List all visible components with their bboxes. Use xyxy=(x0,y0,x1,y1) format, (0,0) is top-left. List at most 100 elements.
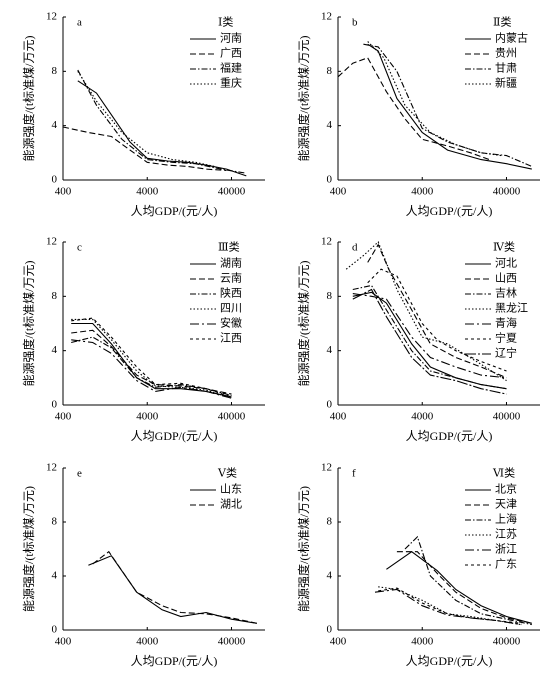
y-tick-label: 0 xyxy=(52,399,58,411)
panel-letter: c xyxy=(77,242,82,254)
y-tick-label: 0 xyxy=(52,624,58,636)
legend-label: 陕西 xyxy=(220,286,242,300)
panel-letter: b xyxy=(352,17,358,29)
x-axis-label: 人均GDP/(元/人) xyxy=(131,654,218,668)
y-tick-label: 4 xyxy=(327,344,333,356)
legend-label: 湖南 xyxy=(220,257,242,270)
x-tick-label: 40000 xyxy=(493,186,521,198)
y-tick-label: 12 xyxy=(321,236,332,248)
x-axis-label: 人均GDP/(元/人) xyxy=(131,429,218,443)
legend-title: Ⅳ类 xyxy=(493,240,515,254)
y-axis-label: 能源强度/(t标准煤/万元) xyxy=(296,36,311,162)
x-tick-label: 40000 xyxy=(218,411,246,423)
legend-label: 辽宁 xyxy=(495,346,517,360)
series-line xyxy=(378,586,522,626)
x-tick-label: 40000 xyxy=(218,636,246,648)
y-tick-label: 8 xyxy=(52,516,58,528)
legend-title: Ⅴ类 xyxy=(217,466,237,480)
x-tick-label: 400 xyxy=(330,186,347,198)
series-line xyxy=(77,80,247,177)
panel-letter: a xyxy=(77,17,82,29)
x-tick-label: 400 xyxy=(330,636,347,648)
series-line xyxy=(374,588,522,626)
legend-label: 河北 xyxy=(495,257,517,270)
y-axis-label: 能源强度/(t标准煤/万元) xyxy=(296,261,311,387)
x-tick-label: 400 xyxy=(55,636,72,648)
legend-label: 山西 xyxy=(495,272,517,285)
legend-label: 山东 xyxy=(220,483,242,496)
legend-title: Ⅰ类 xyxy=(218,15,233,29)
y-tick-label: 8 xyxy=(52,290,58,302)
series-line xyxy=(71,336,232,397)
legend-label: 天津 xyxy=(495,498,517,511)
legend-label: 安徽 xyxy=(220,316,242,330)
y-tick-label: 8 xyxy=(327,516,333,528)
y-tick-label: 4 xyxy=(52,344,58,356)
y-tick-label: 12 xyxy=(321,462,332,474)
y-tick-label: 4 xyxy=(327,119,333,131)
series-line xyxy=(71,317,232,398)
y-axis-label: 能源强度/(t标准煤/万元) xyxy=(21,261,36,387)
series-line xyxy=(352,288,507,395)
series-line xyxy=(71,322,232,398)
legend-label: 重庆 xyxy=(220,76,242,90)
legend-label: 上海 xyxy=(495,512,517,526)
series-line xyxy=(71,329,232,395)
y-tick-label: 12 xyxy=(321,11,332,23)
panel-letter: f xyxy=(352,468,356,480)
y-tick-label: 8 xyxy=(327,65,333,77)
x-tick-label: 400 xyxy=(55,186,72,198)
series-line xyxy=(337,57,490,161)
panel-letter: d xyxy=(352,242,358,254)
legend-title: Ⅱ类 xyxy=(493,15,511,29)
series-line xyxy=(404,535,532,626)
series-line xyxy=(367,41,502,157)
y-tick-label: 12 xyxy=(46,11,57,23)
x-tick-label: 4000 xyxy=(136,186,159,198)
y-tick-label: 0 xyxy=(327,399,333,411)
legend-label: 新疆 xyxy=(495,76,517,90)
y-tick-label: 8 xyxy=(52,65,58,77)
series-line xyxy=(363,43,533,167)
x-tick-label: 4000 xyxy=(411,636,434,648)
series-line xyxy=(367,268,507,372)
series-line xyxy=(62,126,227,172)
legend-label: 吉林 xyxy=(495,286,517,300)
y-axis-label: 能源强度/(t标准煤/万元) xyxy=(21,486,36,612)
legend-label: 广东 xyxy=(495,558,517,571)
x-tick-label: 40000 xyxy=(218,186,246,198)
series-line xyxy=(71,339,232,399)
legend-label: 四川 xyxy=(220,303,242,315)
legend-label: 北京 xyxy=(495,482,517,496)
y-tick-label: 4 xyxy=(52,119,58,131)
legend-label: 黑龙江 xyxy=(495,302,528,315)
y-tick-label: 4 xyxy=(52,570,58,582)
x-tick-label: 400 xyxy=(55,411,72,423)
legend-title: Ⅵ类 xyxy=(492,466,515,480)
legend-label: 云南 xyxy=(220,272,242,285)
panel-letter: e xyxy=(77,468,82,480)
x-tick-label: 4000 xyxy=(136,411,159,423)
legend-label: 青海 xyxy=(495,316,517,330)
legend-label: 浙江 xyxy=(495,543,517,556)
legend-label: 江西 xyxy=(220,332,242,345)
y-tick-label: 12 xyxy=(46,462,57,474)
x-axis-label: 人均GDP/(元/人) xyxy=(406,204,493,218)
series-line xyxy=(77,69,247,174)
x-tick-label: 4000 xyxy=(136,636,159,648)
legend-label: 宁夏 xyxy=(495,331,517,345)
y-axis-label: 能源强度/(t标准煤/万元) xyxy=(296,486,311,612)
series-line xyxy=(367,243,507,379)
legend-label: 河南 xyxy=(220,32,242,45)
x-tick-label: 40000 xyxy=(493,411,521,423)
legend-label: 内蒙古 xyxy=(495,31,528,45)
x-tick-label: 40000 xyxy=(493,636,521,648)
y-axis-label: 能源强度/(t标准煤/万元) xyxy=(21,36,36,162)
legend-label: 福建 xyxy=(220,61,242,75)
y-tick-label: 12 xyxy=(46,236,57,248)
y-tick-label: 0 xyxy=(52,174,58,186)
x-axis-label: 人均GDP/(元/人) xyxy=(406,654,493,668)
series-line xyxy=(92,550,257,624)
